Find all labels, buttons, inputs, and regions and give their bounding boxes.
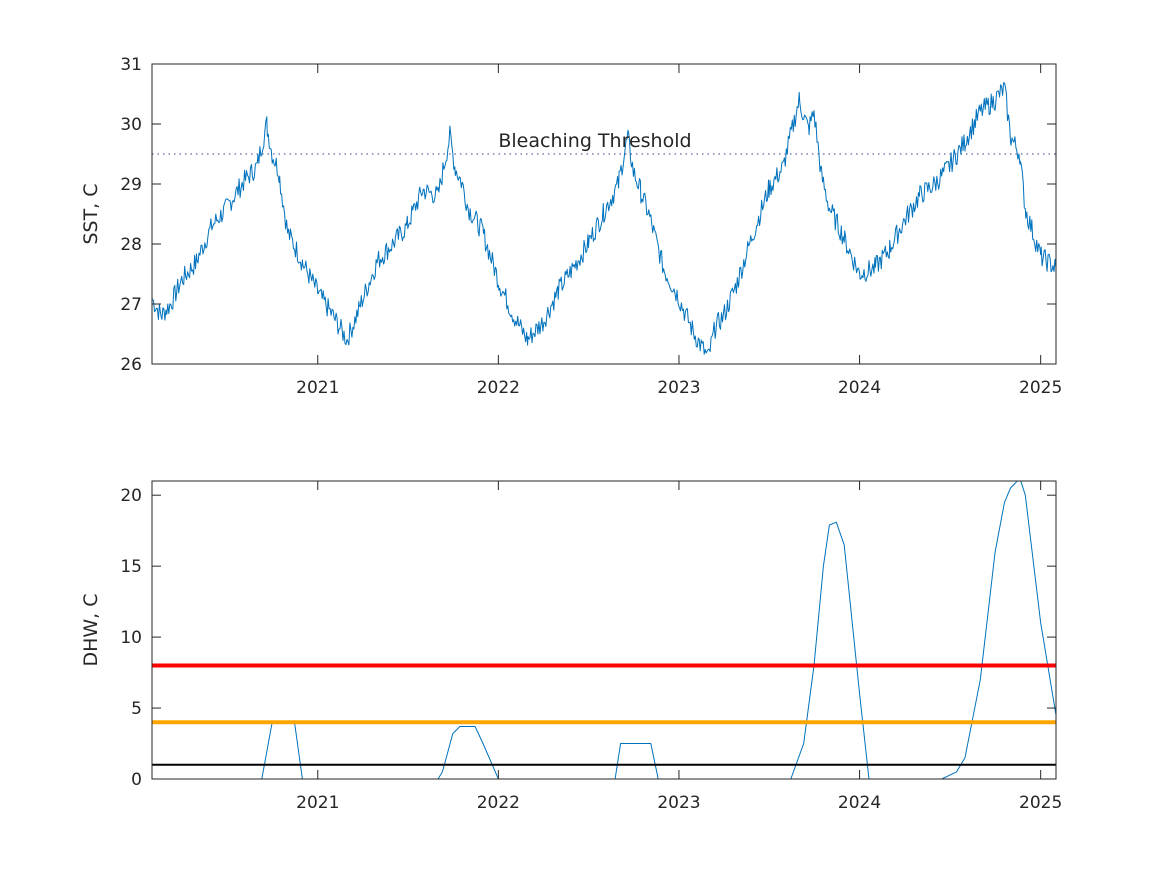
x-tick-label: 2023 [657,378,700,398]
dhw-axes-frame [151,480,1057,780]
x-tick-label: 2022 [477,793,520,813]
dhw-axes: 2021 2022 2023 2024 2025 0 5 10 15 20 DHW, C [80,480,1062,813]
sst-axes: 2021 2022 2023 2024 2025 26 27 28 29 30 31 Bleachi… [80,55,1062,398]
sst-y-axis-label: SST, C [80,183,102,244]
dhw-reference-lines [152,663,1056,766]
y-tick-label: 30 [120,115,142,135]
dhw-y-axis-label: DHW, C [80,593,102,666]
x-tick-label: 2025 [1019,793,1062,813]
x-tick-label: 2023 [657,793,700,813]
y-tick-label: 15 [120,557,142,577]
y-tick-label: 10 [120,628,142,648]
y-tick-label: 26 [120,355,142,375]
x-tick-label: 2025 [1019,378,1062,398]
sst-series-line [151,82,1057,355]
sst-axes-frame [151,63,1057,365]
x-tick-label: 2024 [838,378,881,398]
bleaching-threshold-annotation: Bleaching Threshold [498,130,691,152]
x-tick-label: 2022 [477,378,520,398]
y-tick-label: 5 [131,699,142,719]
dhw-ticks: 2021 2022 2023 2024 2025 0 5 10 15 20 [120,481,1062,813]
x-tick-label: 2021 [296,378,339,398]
y-tick-label: 20 [120,486,142,506]
sst-series-layer [151,82,1057,355]
y-tick-label: 27 [120,295,142,315]
x-tick-label: 2024 [838,793,881,813]
dhw-series-line [152,481,1056,779]
y-tick-label: 29 [120,175,142,195]
y-tick-label: 31 [120,55,142,75]
sst-ticks: 2021 2022 2023 2024 2025 26 27 28 29 30 31 [120,55,1062,398]
dhw-series-layer [152,481,1056,779]
y-tick-label: 0 [131,770,142,790]
x-tick-label: 2021 [296,793,339,813]
y-tick-label: 28 [120,235,142,255]
